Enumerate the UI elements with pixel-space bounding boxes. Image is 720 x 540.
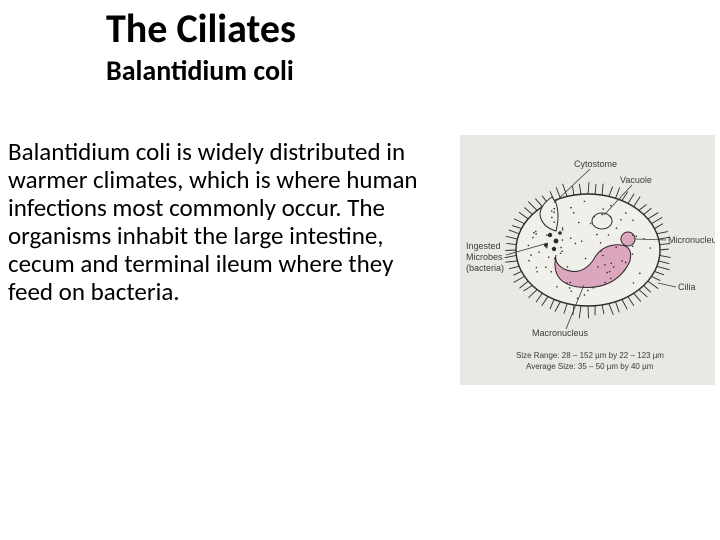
slide-subtitle: Balantidium coli xyxy=(106,56,294,85)
slide: The Ciliates Balantidium coli Balantidiu… xyxy=(0,0,720,540)
slide-title: The Ciliates xyxy=(106,8,296,50)
micronucleus-shape xyxy=(621,232,635,246)
caption-avg-size: Average Size: 35 – 50 µm by 40 µm xyxy=(526,362,654,371)
label-ingested-1: Ingested xyxy=(466,241,501,251)
label-cilia: Cilia xyxy=(678,282,696,292)
label-cytostome: Cytostome xyxy=(574,159,617,169)
label-ingested-2: Microbes xyxy=(466,252,503,262)
label-micronucleus: Micronucleus xyxy=(668,235,715,245)
label-macronucleus: Macronucleus xyxy=(532,328,589,338)
body-paragraph: Balantidium coli is widely distributed i… xyxy=(8,138,440,306)
label-ingested-3: (bacteria) xyxy=(466,263,504,273)
organism-diagram: Cytostome Vacuole Micronucleus Cilia Ing… xyxy=(460,135,715,385)
organism-svg: Cytostome Vacuole Micronucleus Cilia Ing… xyxy=(460,135,715,385)
label-vacuole: Vacuole xyxy=(620,175,652,185)
cell-body xyxy=(516,194,660,306)
caption-size-range: Size Range: 28 – 152 µm by 22 – 123 µm xyxy=(516,351,664,360)
